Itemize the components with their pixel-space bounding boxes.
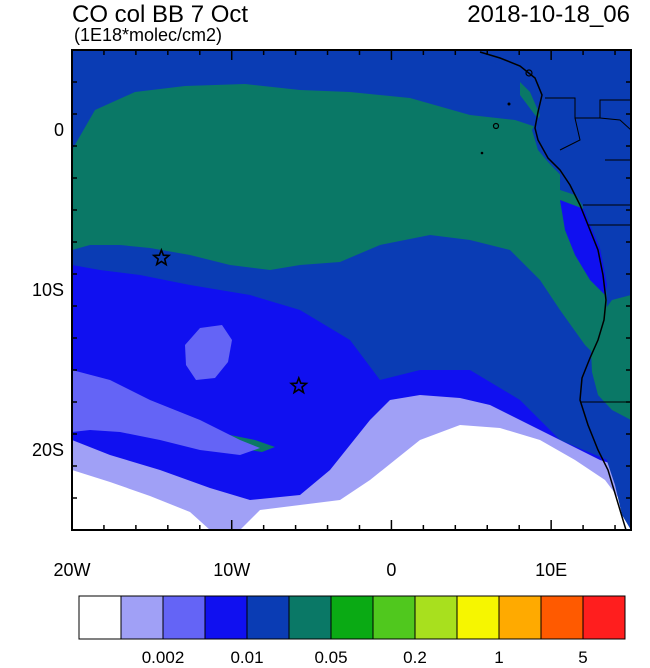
- colorbar-tick-label: 0.002: [141, 648, 185, 667]
- colorbar-swatch: [414, 595, 458, 640]
- colorbar-swatch: [204, 595, 248, 640]
- colorbar-tick-label: 0.2: [403, 648, 427, 667]
- island-bioko: [525, 69, 533, 77]
- land-africa: [480, 50, 631, 530]
- colorbar-tick-label: 1: [494, 648, 504, 667]
- colorbar-swatch: [246, 595, 290, 640]
- colorbar-swatch: [456, 595, 500, 640]
- colorbar-swatch: [78, 595, 122, 640]
- colorbar-swatch: [372, 595, 416, 640]
- colorbar-swatch: [330, 595, 374, 640]
- field-teal: [72, 84, 610, 360]
- lon-tick-label: 20W: [53, 560, 91, 580]
- colorbar: [78, 595, 626, 640]
- colorbar-swatch: [162, 595, 206, 640]
- field-eddy: [185, 325, 232, 380]
- land-teal-patch: [590, 295, 631, 420]
- plot-frame: [71, 49, 632, 531]
- country-borders: [545, 97, 631, 403]
- lon-tick-label: 10W: [213, 560, 251, 580]
- colorbar-swatch: [582, 595, 626, 640]
- star-marker-2: [289, 375, 309, 395]
- island-principe: [507, 102, 511, 106]
- map-title: CO col BB 7 Oct: [72, 1, 249, 28]
- field-lightblue-sw: [72, 370, 260, 455]
- island-annobon: [480, 151, 484, 155]
- field-white: [72, 470, 210, 530]
- colorbar-tick-label: 5: [578, 648, 588, 667]
- colorbar-swatch: [498, 595, 542, 640]
- markers-layer: [151, 247, 309, 395]
- lat-tick-label: 10S: [31, 280, 64, 300]
- colorbar-swatch: [540, 595, 584, 640]
- coastline: [479, 51, 627, 530]
- lon-tick-label: 0: [386, 560, 397, 580]
- lon-tick-label: 10E: [535, 560, 568, 580]
- lat-tick-label: 0: [53, 120, 64, 140]
- tick-marks: [71, 49, 631, 531]
- field-white-south: [240, 425, 631, 530]
- colorbar-swatch: [120, 595, 164, 640]
- colorbar-tick-label: 0.05: [314, 648, 348, 667]
- map-timestamp: 2018-10-18_06: [467, 1, 630, 28]
- field-layers: [72, 50, 631, 530]
- colorbar-swatch: [288, 595, 332, 640]
- lat-tick-label: 20S: [31, 440, 64, 460]
- map-units: (1E18*molec/cm2): [74, 25, 223, 45]
- star-marker-1: [151, 247, 172, 267]
- colorbar-tick-label: 0.01: [230, 648, 264, 667]
- island-sao-tome: [492, 122, 500, 130]
